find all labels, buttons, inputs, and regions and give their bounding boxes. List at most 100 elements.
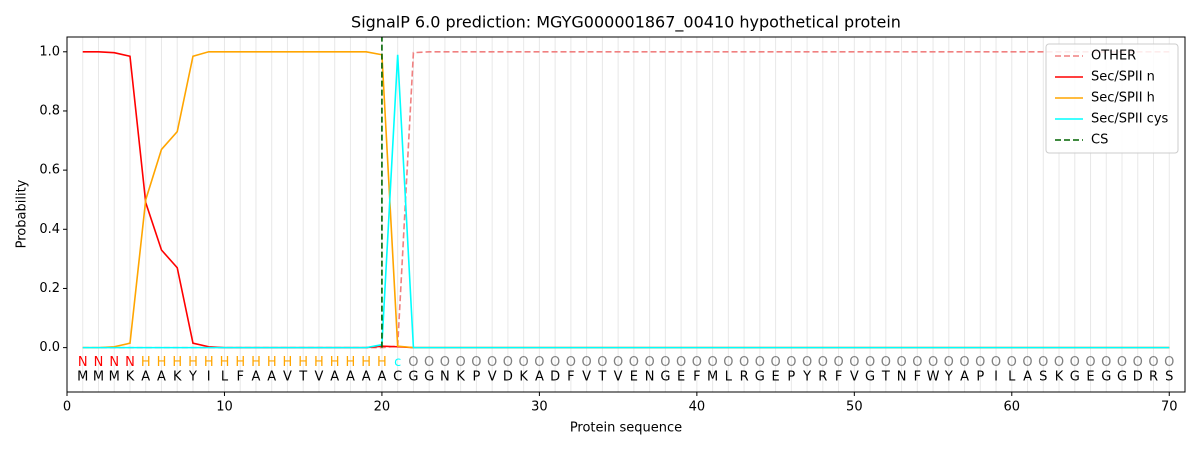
residue: W <box>927 370 940 385</box>
residue: M <box>77 370 88 385</box>
y-tick-label: 0.4 <box>39 222 60 237</box>
region-label: O <box>456 355 466 370</box>
residue: F <box>567 370 574 385</box>
y-tick-label: 0.6 <box>39 163 60 178</box>
chart-title: SignalP 6.0 prediction: MGYG000001867_00… <box>351 13 901 33</box>
residue: T <box>597 370 606 385</box>
residue: L <box>221 370 229 385</box>
residue: N <box>440 370 450 385</box>
residue: K <box>126 370 135 385</box>
residue: V <box>314 370 323 385</box>
region-label: O <box>944 355 954 370</box>
series-line <box>82 50 1170 349</box>
region-label: O <box>629 355 639 370</box>
y-tick-label: 0.2 <box>39 281 60 296</box>
region-label: O <box>707 355 717 370</box>
region-label: H <box>251 355 261 370</box>
region-label: N <box>125 355 135 370</box>
region-label: H <box>141 355 151 370</box>
region-label: O <box>660 355 670 370</box>
residue: K <box>1055 370 1064 385</box>
region-label: H <box>220 355 230 370</box>
region-label: O <box>881 355 891 370</box>
residue: N <box>897 370 907 385</box>
residue: T <box>298 370 307 385</box>
region-label: H <box>377 355 387 370</box>
legend-label: OTHER <box>1091 49 1136 64</box>
residue: N <box>645 370 655 385</box>
x-tick-label: 0 <box>63 400 71 415</box>
region-label: O <box>1164 355 1174 370</box>
region-label: O <box>833 355 843 370</box>
region-label: H <box>172 355 182 370</box>
region-label: O <box>818 355 828 370</box>
residue: P <box>472 370 480 385</box>
region-label: O <box>802 355 812 370</box>
region-label: O <box>1101 355 1111 370</box>
residue: G <box>424 370 434 385</box>
residue: F <box>914 370 921 385</box>
region-label: H <box>330 355 340 370</box>
region-label: O <box>770 355 780 370</box>
x-tick-label: 40 <box>689 400 706 415</box>
residue: R <box>818 370 827 385</box>
series-line <box>82 50 1170 349</box>
region-label: O <box>440 355 450 370</box>
residue: F <box>693 370 700 385</box>
region-label: O <box>613 355 623 370</box>
region-label: O <box>928 355 938 370</box>
region-label: O <box>519 355 529 370</box>
region-label: O <box>645 355 655 370</box>
region-label: H <box>267 355 277 370</box>
residue: A <box>252 370 261 385</box>
residue: M <box>707 370 718 385</box>
region-label: O <box>471 355 481 370</box>
residue: V <box>582 370 591 385</box>
region-label: O <box>975 355 985 370</box>
residue: C <box>393 370 402 385</box>
region-label: O <box>692 355 702 370</box>
residue: I <box>994 370 998 385</box>
x-tick-label: 20 <box>374 400 391 415</box>
residue: K <box>173 370 182 385</box>
region-label: O <box>1054 355 1064 370</box>
residue: L <box>725 370 733 385</box>
region-label: O <box>959 355 969 370</box>
region-label: O <box>1148 355 1158 370</box>
residue: G <box>1101 370 1111 385</box>
residue: Y <box>944 370 953 385</box>
region-label: H <box>188 355 198 370</box>
x-axis-label: Protein sequence <box>570 421 682 436</box>
residue: A <box>346 370 355 385</box>
residue: E <box>677 370 685 385</box>
residue: M <box>109 370 120 385</box>
residue: R <box>1149 370 1158 385</box>
residue: G <box>1117 370 1127 385</box>
residue: V <box>850 370 859 385</box>
legend-label: CS <box>1091 133 1108 148</box>
region-label: O <box>849 355 859 370</box>
residue: A <box>377 370 386 385</box>
residue: P <box>976 370 984 385</box>
residue: A <box>535 370 544 385</box>
residue: D <box>503 370 513 385</box>
region-label: O <box>1038 355 1048 370</box>
region-label: H <box>361 355 371 370</box>
region-label: O <box>424 355 434 370</box>
legend-label: Sec/SPII h <box>1091 91 1155 106</box>
region-label: H <box>157 355 167 370</box>
residue: G <box>755 370 765 385</box>
region-label: N <box>78 355 88 370</box>
residue: K <box>519 370 528 385</box>
residue: A <box>141 370 150 385</box>
residue: A <box>330 370 339 385</box>
y-axis-label: Probability <box>15 179 30 248</box>
residue: T <box>881 370 890 385</box>
residue: V <box>614 370 623 385</box>
region-label: N <box>94 355 104 370</box>
residue: G <box>408 370 418 385</box>
residue: S <box>1039 370 1047 385</box>
region-label: O <box>1070 355 1080 370</box>
region-label: O <box>408 355 418 370</box>
region-label: O <box>550 355 560 370</box>
